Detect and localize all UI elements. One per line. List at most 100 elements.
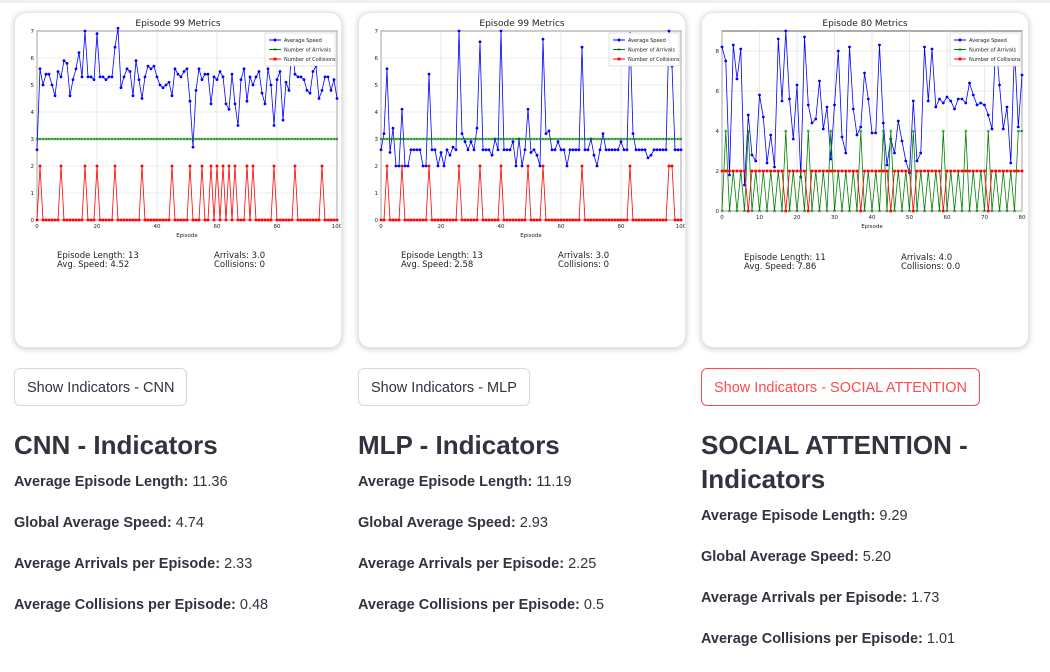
data-point [454, 137, 458, 141]
data-point [487, 218, 491, 222]
data-point [385, 67, 389, 71]
data-point [119, 137, 123, 141]
data-point [113, 45, 117, 49]
data-point [761, 115, 765, 119]
data-point [505, 137, 509, 141]
mlp-metrics-list: Average Episode Length: 11.19 Global Ave… [358, 472, 686, 615]
data-point [559, 148, 563, 152]
data-point [164, 137, 168, 141]
data-point [35, 218, 39, 222]
data-point [814, 117, 818, 121]
data-point [427, 164, 431, 168]
data-point [233, 102, 237, 106]
data-point [158, 83, 162, 87]
data-point [526, 137, 530, 141]
data-point [41, 218, 45, 222]
data-point [535, 218, 539, 222]
data-point [134, 59, 138, 63]
metric-average-collisions: Average Collisions per Episode: 1.01 [701, 629, 1029, 649]
data-point [520, 137, 524, 141]
data-point [791, 169, 795, 173]
data-point [583, 218, 587, 222]
data-point [242, 137, 246, 141]
data-point [616, 218, 620, 222]
data-point [544, 137, 548, 141]
data-point [173, 137, 177, 141]
data-point [266, 67, 270, 71]
data-point [619, 137, 623, 141]
summary-arrivals: Arrivals: 3.0 [558, 251, 609, 261]
summary-avg-speed: Avg. Speed: 2.58 [401, 260, 473, 270]
data-point [101, 137, 105, 141]
data-point [311, 218, 315, 222]
data-point [191, 218, 195, 222]
data-point [71, 137, 75, 141]
y-tick-label: 2 [31, 164, 35, 170]
data-point [652, 148, 656, 152]
data-point [233, 137, 237, 141]
y-tick-label: 6 [31, 56, 35, 62]
data-point [335, 97, 339, 100]
data-point [514, 137, 518, 141]
data-point [806, 103, 810, 107]
data-point [385, 137, 389, 141]
data-point [652, 218, 656, 222]
data-point [284, 80, 288, 84]
data-point [643, 148, 647, 152]
data-point [532, 148, 536, 152]
data-point [855, 169, 859, 173]
y-tick-label: 2 [716, 169, 720, 175]
data-point [257, 137, 261, 141]
show-indicators-cnn-button[interactable]: Show Indicators - CNN [14, 368, 188, 406]
data-point [761, 169, 765, 173]
data-point [71, 78, 75, 81]
data-point [565, 164, 569, 168]
data-point [134, 218, 138, 222]
data-point [245, 137, 249, 141]
show-indicators-social-attention-button[interactable]: Show Indicators - SOCIAL ATTENTION [701, 368, 981, 406]
data-point [833, 169, 836, 173]
data-point [293, 137, 297, 141]
data-point [502, 137, 506, 141]
data-point [221, 137, 225, 141]
data-point [490, 153, 494, 157]
data-point [526, 164, 530, 168]
data-point [379, 137, 383, 141]
data-point [212, 218, 216, 222]
data-point [299, 75, 303, 79]
data-point [448, 137, 452, 141]
data-point [598, 218, 602, 222]
data-point [863, 169, 866, 173]
data-point [290, 218, 294, 222]
social-attention-column: 0 2 4 6 8 0 10 20 30 40 50 60 70 80 Episode 80 Metrics… [701, 12, 1029, 670]
data-point [215, 137, 219, 141]
y-tick-label: 0 [31, 218, 35, 224]
data-point [550, 218, 554, 222]
metric-average-collisions: Average Collisions per Episode: 0.48 [14, 595, 342, 615]
legend-label: Number of Collisions [969, 57, 1021, 63]
data-point [532, 218, 536, 222]
x-tick-label: 80 [618, 224, 625, 230]
data-point [326, 75, 330, 79]
data-point [296, 75, 300, 79]
data-point [382, 132, 386, 135]
data-point [610, 148, 614, 152]
data-point [571, 148, 575, 152]
metric-value: 0.5 [583, 597, 605, 613]
data-point [176, 218, 180, 222]
data-point [206, 72, 210, 76]
data-point [272, 124, 276, 127]
data-point [397, 137, 401, 141]
data-point [140, 164, 144, 168]
data-point [1016, 129, 1020, 133]
metric-value: 4.74 [175, 515, 204, 531]
data-point [460, 137, 464, 141]
data-point [499, 164, 503, 168]
data-point [863, 209, 866, 213]
data-point [335, 218, 339, 222]
show-indicators-mlp-button[interactable]: Show Indicators - MLP [358, 368, 530, 406]
data-point [421, 218, 425, 222]
data-point [930, 169, 934, 173]
data-point [56, 218, 60, 222]
data-point [640, 137, 644, 141]
